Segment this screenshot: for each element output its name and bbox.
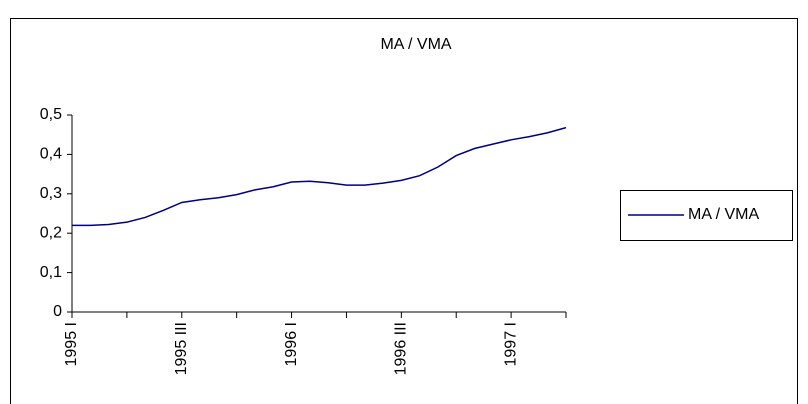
x-tick-label: 1996 III: [393, 322, 410, 375]
chart-title: MA / VMA: [380, 36, 451, 53]
x-tick-label: 1997 I: [502, 322, 519, 366]
x-tick-label: 1995 I: [63, 322, 80, 366]
x-tick-label: 1995 III: [173, 322, 190, 375]
y-tick-label: 0,4: [40, 146, 62, 163]
y-tick-label: 0: [53, 303, 62, 320]
legend-label: MA / VMA: [688, 206, 759, 223]
y-tick-label: 0,2: [40, 224, 62, 241]
y-tick-label: 0,1: [40, 264, 62, 281]
series-line: [72, 126, 567, 227]
y-tick-label: 0,3: [40, 185, 62, 202]
x-tick-label: 1996 I: [283, 322, 300, 366]
y-tick-label: 0,5: [40, 106, 62, 123]
